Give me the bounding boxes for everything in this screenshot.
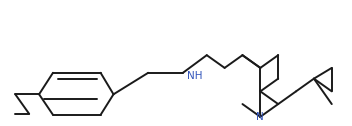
Text: NH: NH [187,71,203,81]
Text: N: N [257,112,264,122]
